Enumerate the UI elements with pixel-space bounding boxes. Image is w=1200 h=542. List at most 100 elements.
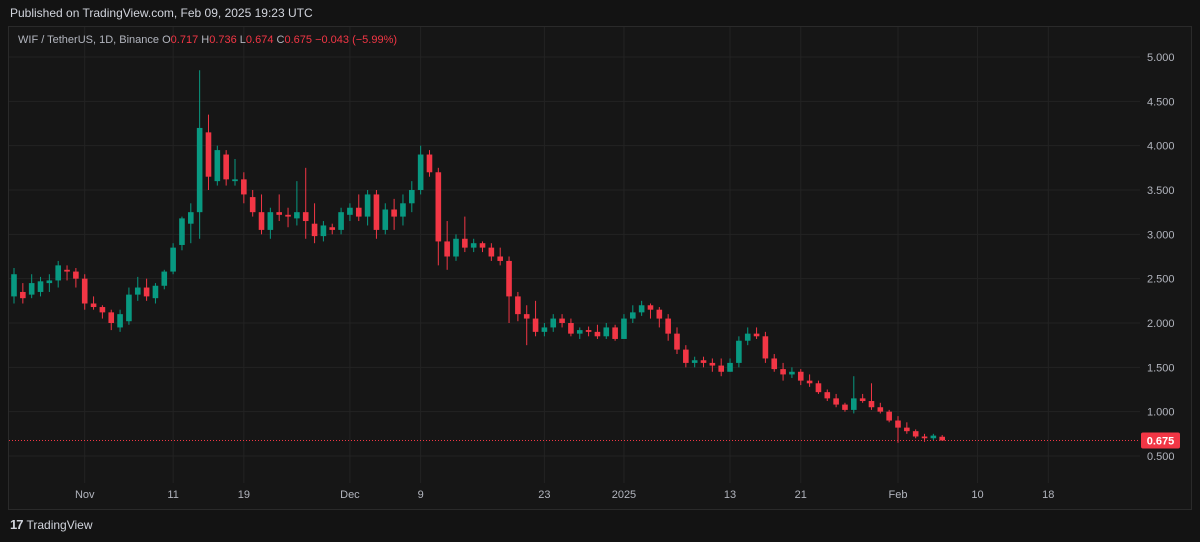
- candle-body: [568, 323, 574, 334]
- candle-body: [417, 154, 424, 190]
- y-tick-label: 4.500: [1147, 96, 1175, 108]
- candle-body: [683, 349, 689, 363]
- candle-body: [506, 260, 512, 297]
- symbol-label: WIF / TetherUS, 1D, Binance: [18, 34, 160, 46]
- candle-body: [904, 427, 910, 432]
- time-axis[interactable]: Nov 11 19 Dec 9 23 2025 13 21 Feb 10 18: [75, 489, 1054, 501]
- last-price-line: 0.675: [9, 432, 1180, 449]
- candle-body: [815, 383, 822, 393]
- low-label: L: [239, 34, 246, 46]
- candle-body: [603, 327, 610, 337]
- candle-body: [152, 285, 159, 299]
- candle-body: [267, 212, 274, 230]
- candle-body: [46, 280, 53, 284]
- y-tick-label: 1.500: [1147, 362, 1175, 374]
- candle-body: [594, 331, 601, 337]
- candle-body: [479, 243, 486, 248]
- candle-body: [373, 194, 380, 230]
- candle-body: [806, 380, 813, 384]
- candle-body: [709, 362, 716, 366]
- candle-body: [355, 207, 362, 217]
- candle-body: [630, 312, 636, 319]
- candle-body: [665, 318, 671, 334]
- candle-body: [444, 241, 450, 257]
- candle-body: [912, 431, 919, 437]
- y-tick-label: 3.000: [1147, 229, 1175, 241]
- candle-body: [311, 223, 318, 237]
- candle-body: [718, 365, 724, 372]
- candle-body: [824, 392, 831, 399]
- candle-body: [585, 330, 592, 332]
- candle-body: [868, 401, 875, 408]
- open-value: 0.717: [170, 34, 199, 46]
- grid-lines: [9, 27, 1140, 483]
- y-tick-label: 1.000: [1147, 407, 1175, 419]
- candle-body: [523, 314, 530, 319]
- candle-body: [851, 398, 857, 410]
- candle-body: [550, 318, 557, 328]
- candle-body: [532, 318, 539, 332]
- ohlc-legend: WIF / TetherUS, 1D, Binance O0.717 H0.73…: [18, 34, 397, 46]
- candle-body: [488, 247, 495, 257]
- candle-body: [842, 404, 848, 410]
- candle-body: [320, 225, 327, 237]
- x-tick-label: 9: [418, 489, 424, 501]
- candle-body: [302, 212, 309, 222]
- y-tick-label: 2.500: [1147, 274, 1175, 286]
- candle-body: [886, 411, 892, 421]
- candle-body: [99, 307, 106, 313]
- candle-body: [515, 296, 521, 315]
- candle-body: [338, 212, 344, 230]
- candle-body: [559, 318, 565, 323]
- candle-body: [939, 436, 945, 441]
- candle-body: [214, 150, 221, 182]
- x-tick-label: 18: [1042, 489, 1054, 501]
- candle-body: [762, 336, 769, 359]
- candle-body: [780, 369, 786, 375]
- candle-body: [638, 305, 645, 313]
- open-label: O: [162, 34, 171, 46]
- y-tick-label: 4.000: [1147, 141, 1175, 153]
- candle-body: [391, 209, 397, 217]
- candle-body: [409, 190, 415, 204]
- candle-body: [435, 172, 442, 242]
- candle-body: [188, 212, 194, 224]
- candle-body: [11, 274, 17, 297]
- candle-body: [241, 179, 247, 195]
- candle-body: [294, 212, 300, 219]
- y-tick-label: 3.500: [1147, 185, 1175, 197]
- candle-body: [81, 278, 88, 304]
- candle-body: [276, 212, 282, 215]
- candle-body: [895, 420, 901, 428]
- brand-name: TradingView: [26, 517, 93, 532]
- candle-body: [497, 256, 503, 261]
- candle-body: [470, 243, 477, 248]
- candle-body: [744, 333, 751, 341]
- candle-body: [877, 407, 884, 412]
- candle-body: [20, 291, 26, 299]
- candle-body: [64, 269, 70, 272]
- chart-frame[interactable]: [8, 26, 1192, 510]
- candle-body: [108, 312, 115, 323]
- price-axis[interactable]: 5.000 4.500 4.000 3.500 3.000 2.500 2.000 1.500…: [1147, 52, 1175, 463]
- high-label: H: [201, 34, 210, 46]
- candle-body: [612, 327, 618, 339]
- published-caption: Published on TradingView.com, Feb 09, 20…: [10, 6, 313, 20]
- x-tick-label: Nov: [75, 489, 95, 501]
- candle-body: [647, 305, 654, 310]
- y-tick-label: 2.000: [1147, 318, 1175, 330]
- candle-body: [73, 271, 79, 279]
- candle-body: [126, 294, 132, 322]
- x-tick-label: Dec: [340, 489, 360, 501]
- candle-body: [462, 238, 468, 248]
- last-price-tag: [1141, 432, 1180, 449]
- x-tick-label: 21: [795, 489, 807, 501]
- candle-body: [161, 271, 168, 286]
- candle-body: [674, 333, 680, 350]
- footer-branding[interactable]: 17 TradingView: [10, 517, 93, 532]
- candle-body: [859, 398, 866, 402]
- high-value: 0.736: [209, 34, 237, 46]
- candle-body: [541, 327, 548, 332]
- candle-body: [170, 247, 176, 272]
